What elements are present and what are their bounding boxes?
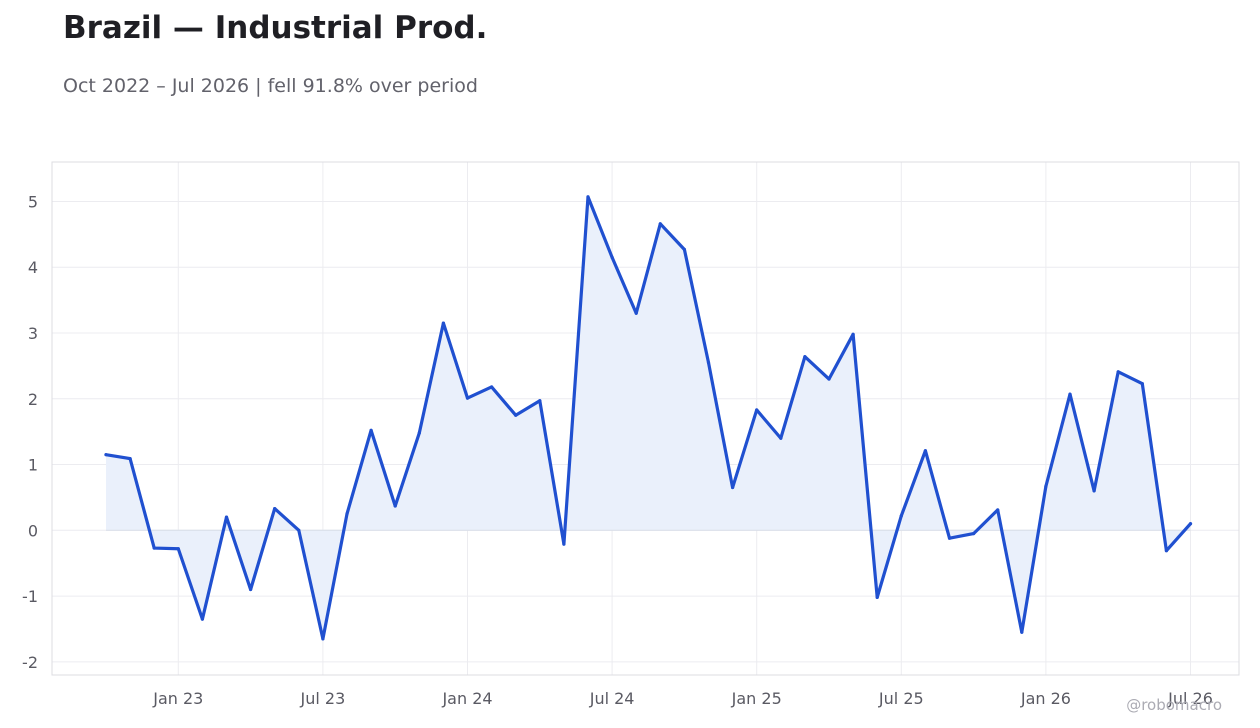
- data-point: [1188, 522, 1193, 526]
- y-tick-label: -1: [22, 587, 38, 606]
- plot-frame: [51, 161, 1240, 676]
- x-tick-label: Jul 25: [878, 689, 924, 708]
- y-tick-label: 2: [28, 390, 38, 409]
- chart-title: Brazil — Industrial Prod.: [63, 10, 488, 46]
- chart-subtitle: Oct 2022 – Jul 2026 | fell 91.8% over pe…: [63, 75, 478, 97]
- x-tick-label: Jul 24: [589, 689, 635, 708]
- data-point: [972, 532, 976, 536]
- data-point: [273, 507, 277, 511]
- x-tick-label: Jan 23: [152, 689, 203, 708]
- data-point: [610, 255, 614, 259]
- data-point: [875, 595, 879, 599]
- data-point: [224, 515, 229, 519]
- data-point: [490, 385, 494, 389]
- data-point: [779, 436, 783, 440]
- data-point: [1116, 370, 1120, 374]
- x-tick-label: Jan 24: [441, 689, 492, 708]
- data-point: [104, 453, 108, 457]
- data-point: [1044, 484, 1048, 488]
- data-point: [393, 504, 397, 508]
- area-fill-layer: [106, 196, 1191, 639]
- data-point: [345, 512, 349, 516]
- y-axis-ticks: -2 -1 0 1 2 3 4 5: [22, 192, 38, 671]
- data-point: [947, 536, 952, 540]
- data-point: [200, 617, 204, 621]
- data-point: [658, 222, 662, 226]
- y-tick-label: 4: [28, 258, 38, 277]
- data-point: [1140, 382, 1144, 386]
- data-point: [1068, 392, 1072, 396]
- series-line: [104, 195, 1193, 641]
- data-point: [899, 514, 903, 518]
- data-point: [1092, 489, 1096, 493]
- data-point: [297, 528, 301, 532]
- data-point: [731, 485, 735, 490]
- data-point: [706, 361, 711, 365]
- x-tick-label: Jul 26: [1167, 689, 1213, 708]
- x-tick-label: Jul 23: [300, 689, 346, 708]
- data-point: [851, 332, 855, 336]
- data-point: [755, 408, 759, 412]
- data-point: [1164, 549, 1168, 553]
- data-point: [249, 587, 253, 592]
- data-point: [996, 508, 1000, 512]
- data-point: [465, 396, 470, 400]
- data-point: [562, 542, 566, 546]
- y-tick-label: 5: [28, 192, 38, 211]
- x-axis-ticks: Jan 23 Jul 23 Jan 24 Jul 24 Jan 25 Jul 25 Jan …: [152, 689, 1213, 708]
- x-tick-label: Jan 26: [1020, 689, 1071, 708]
- data-point: [152, 546, 156, 550]
- data-point: [803, 355, 807, 359]
- data-point: [827, 377, 831, 381]
- y-tick-label: 1: [28, 456, 38, 475]
- data-point: [923, 449, 928, 453]
- data-point: [441, 321, 445, 325]
- y-tick-label: 0: [28, 521, 38, 540]
- y-tick-label: -2: [22, 653, 38, 672]
- y-tick-label: 3: [28, 324, 38, 343]
- data-point: [417, 431, 421, 435]
- data-point: [369, 428, 373, 432]
- data-point: [128, 457, 132, 461]
- x-tick-label: Jan 25: [731, 689, 782, 708]
- data-point: [514, 413, 518, 417]
- data-point: [321, 637, 325, 641]
- series-line-layer: [104, 195, 1193, 641]
- data-point: [682, 247, 687, 252]
- data-point: [1020, 630, 1024, 634]
- data-point: [176, 547, 180, 551]
- watermark: @robomacro: [1126, 696, 1222, 714]
- area-fill: [106, 196, 1191, 639]
- data-point: [634, 311, 638, 315]
- data-point: [586, 195, 590, 199]
- data-point: [538, 399, 542, 403]
